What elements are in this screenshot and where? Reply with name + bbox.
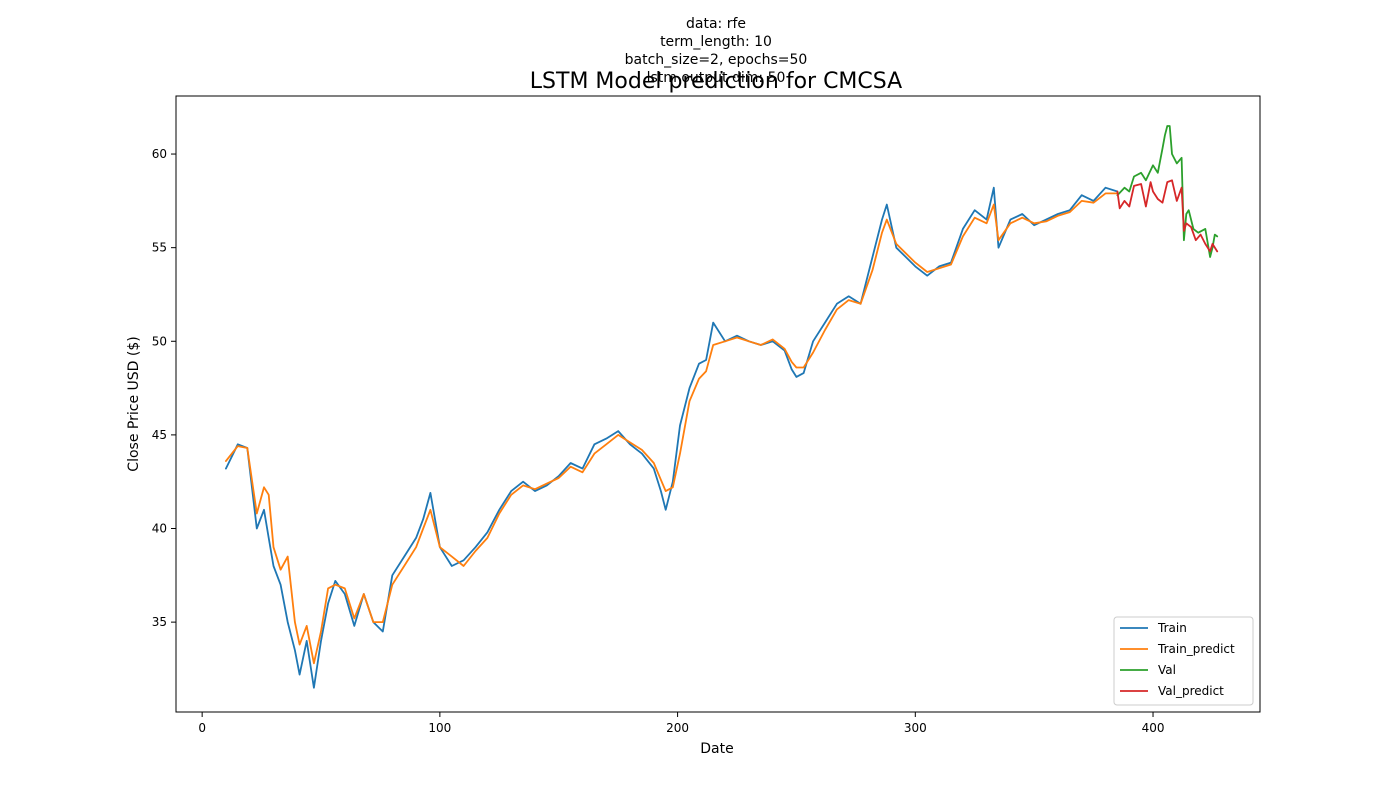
legend: Train Train_predict Val Val_predict (1113, 616, 1254, 706)
x-axis-label: Date (700, 741, 733, 757)
y-tick-label: 50 (152, 334, 167, 348)
legend-entry-label: Val_predict (1158, 684, 1224, 698)
x-tick-label: 100 (428, 721, 451, 735)
x-tick-label: 300 (904, 721, 927, 735)
x-tick-label: 0 (198, 721, 206, 735)
series-line-val (1116, 125, 1219, 258)
subtitle-line-2: term_length: 10 (660, 34, 772, 50)
y-axis-label: Close Price USD ($) (126, 336, 142, 471)
legend-box (1113, 616, 1254, 706)
legend-entry-label: Val (1158, 663, 1176, 677)
series-line-train-predict (224, 192, 1119, 665)
chart-title: LSTM Model prediction for CMCSA (530, 69, 902, 94)
x-axis: 0 100 200 300 400 (198, 712, 1164, 735)
x-tick-label: 200 (666, 721, 689, 735)
x-tick-label: 400 (1142, 721, 1165, 735)
subtitle-line-1: data: rfe (686, 16, 746, 32)
series-line-val-predict (1116, 179, 1219, 253)
y-tick-label: 35 (152, 615, 167, 629)
legend-entry-label: Train (1157, 621, 1187, 635)
y-tick-label: 55 (152, 241, 167, 255)
y-tick-label: 60 (152, 147, 167, 161)
legend-entry-label: Train_predict (1157, 642, 1235, 656)
subtitle-line-4: lstm output dim: 50 (647, 70, 786, 86)
plot-frame (175, 95, 1261, 713)
y-axis: 35 40 45 50 55 60 (152, 147, 176, 629)
y-tick-label: 45 (152, 428, 167, 442)
series-layer (224, 125, 1219, 689)
y-tick-label: 40 (152, 522, 167, 536)
chart-subtitle: data: rfe term_length: 10 batch_size=2, … (625, 16, 808, 86)
subtitle-line-3: batch_size=2, epochs=50 (625, 52, 808, 68)
series-line-train (224, 186, 1119, 689)
